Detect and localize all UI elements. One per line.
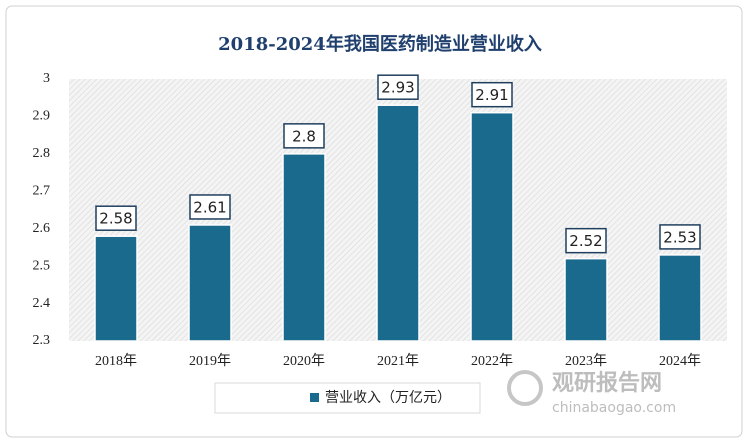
value-label: 2.91: [475, 86, 508, 104]
x-tick-label: 2019年: [189, 353, 231, 369]
watermark-url: chinabaogao.com: [552, 400, 676, 416]
bar: [188, 224, 232, 342]
bar: [376, 104, 420, 342]
y-tick-label: 2.8: [33, 146, 51, 161]
bar: [470, 111, 514, 342]
y-tick-label: 2.9: [33, 109, 51, 124]
value-label-box: [189, 194, 231, 220]
value-label-box: [659, 224, 701, 250]
value-label-box: [283, 123, 325, 149]
value-label-box: [471, 81, 513, 108]
value-label-box: [377, 74, 419, 100]
value-label: 2.53: [663, 228, 696, 246]
bar: [94, 235, 138, 342]
x-tick-label: 2018年: [95, 353, 137, 369]
bar: [282, 153, 326, 342]
bar: [564, 257, 608, 342]
watermark: 观研报告网 chinabaogao.com: [507, 370, 676, 416]
x-tick-label: 2022年: [471, 353, 513, 369]
x-tick-label: 2021年: [377, 353, 419, 369]
value-label: 2.58: [99, 210, 132, 228]
x-tick-label: 2024年: [659, 353, 701, 369]
y-tick-label: 2.6: [33, 221, 51, 236]
y-tick-label: 3: [43, 71, 50, 86]
chart-title: 2018-2024年我国医药制造业营业收入: [218, 33, 542, 55]
legend-swatch: [310, 393, 319, 402]
legend-box: [214, 382, 481, 414]
y-tick-label: 2.3: [33, 333, 51, 348]
x-tick-label: 2023年: [565, 353, 607, 369]
legend-label: 营业收入（万亿元）: [325, 390, 451, 406]
watermark-logo: [507, 370, 543, 406]
x-tick-label: 2020年: [283, 353, 325, 369]
value-label: 2.52: [569, 232, 602, 250]
watermark-text: 观研报告网: [552, 371, 662, 396]
bar: [658, 254, 702, 342]
y-tick-label: 2.7: [33, 184, 51, 199]
value-label: 2.8: [292, 127, 316, 145]
y-tick-label: 2.5: [33, 258, 51, 273]
value-label: 2.61: [193, 198, 226, 216]
value-label-box: [565, 227, 607, 254]
value-label-box: [95, 205, 137, 231]
value-label: 2.93: [381, 79, 414, 97]
legend: 营业收入（万亿元）: [214, 382, 481, 414]
y-tick-label: 2.4: [33, 296, 51, 311]
